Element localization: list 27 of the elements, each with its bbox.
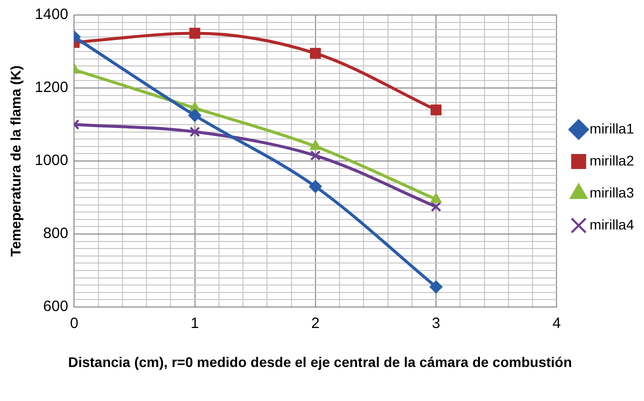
point bbox=[430, 201, 442, 212]
x-tick-label: 1 bbox=[190, 315, 199, 332]
x-tick-label: 0 bbox=[70, 315, 78, 332]
point bbox=[430, 192, 442, 203]
y-tick-label: 1200 bbox=[34, 79, 68, 96]
y-axis-title: Temeperatura de la flama (K) bbox=[7, 65, 24, 257]
y-tick-label: 800 bbox=[43, 225, 68, 242]
point bbox=[189, 28, 200, 39]
point bbox=[188, 108, 202, 122]
point bbox=[430, 104, 442, 116]
x-tick-label: 3 bbox=[432, 315, 440, 332]
point bbox=[430, 280, 443, 294]
y-tick-label: 600 bbox=[43, 298, 68, 316]
x-axis-title: Distancia (cm), r=0 medido desde el eje central de la cámara de combustión bbox=[67, 353, 573, 372]
x-tick-label: 4 bbox=[552, 315, 561, 332]
point bbox=[310, 48, 321, 59]
legend-label: mirilla3 bbox=[590, 184, 634, 200]
legend-label: mirilla4 bbox=[590, 216, 634, 232]
legend-label: mirilla1 bbox=[590, 120, 634, 136]
legend-label: mirilla2 bbox=[590, 152, 634, 168]
y-tick-label: 1400 bbox=[34, 6, 68, 24]
x-tick-label: 2 bbox=[311, 315, 320, 332]
point bbox=[310, 140, 322, 150]
point bbox=[310, 150, 321, 161]
point bbox=[190, 126, 200, 138]
point bbox=[308, 180, 322, 194]
y-tick-label: 1000 bbox=[34, 152, 68, 170]
